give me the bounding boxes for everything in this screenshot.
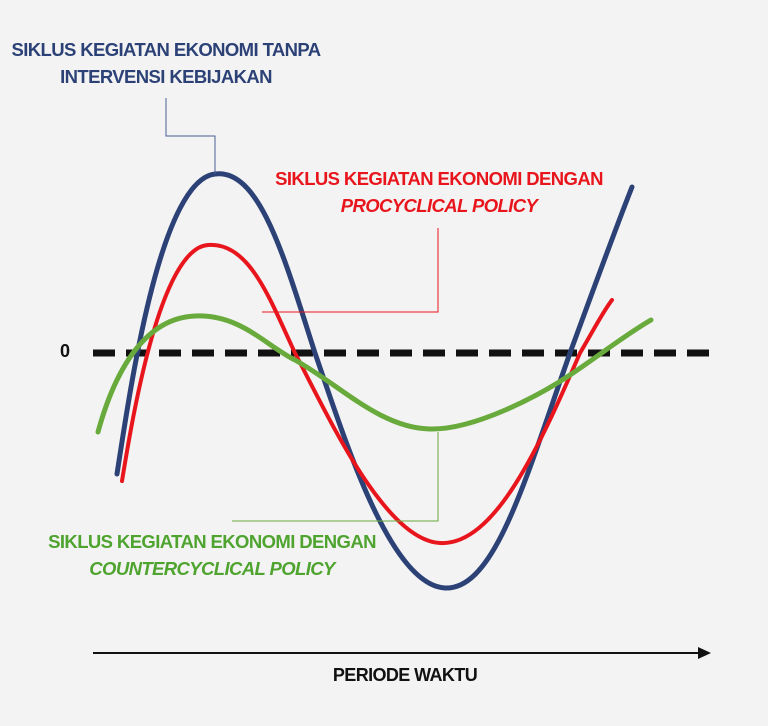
label-countercyclical-line1: SIKLUS KEGIATAN EKONOMI DENGAN — [48, 531, 376, 552]
label-procyclical-line2: PROCYCLICAL POLICY — [340, 195, 538, 216]
leader-line-countercyclical — [232, 432, 439, 522]
label-no-policy-line2: INTERVENSI KEBIJAKAN — [60, 66, 272, 87]
curve-countercyclical — [95, 313, 654, 435]
label-no-policy: SIKLUS KEGIATAN EKONOMI TANPA INTERVENSI… — [6, 36, 326, 90]
label-countercyclical: SIKLUS KEGIATAN EKONOMI DENGAN COUNTERCY… — [40, 528, 384, 582]
time-axis-arrowhead — [698, 647, 711, 659]
label-procyclical: SIKLUS KEGIATAN EKONOMI DENGAN PROCYCLIC… — [266, 165, 612, 219]
zero-label: 0 — [60, 341, 71, 361]
label-procyclical-line1: SIKLUS KEGIATAN EKONOMI DENGAN — [275, 168, 603, 189]
label-no-policy-line1: SIKLUS KEGIATAN EKONOMI TANPA — [11, 39, 321, 60]
label-countercyclical-line2: COUNTERCYCLICAL POLICY — [89, 558, 335, 579]
curve-procyclical — [120, 242, 614, 546]
leader-line-procyclical — [262, 228, 439, 313]
time-axis-label: PERIODE WAKTU — [332, 665, 478, 685]
curve-no-policy — [114, 171, 635, 591]
leader-line-no-policy — [165, 98, 216, 174]
